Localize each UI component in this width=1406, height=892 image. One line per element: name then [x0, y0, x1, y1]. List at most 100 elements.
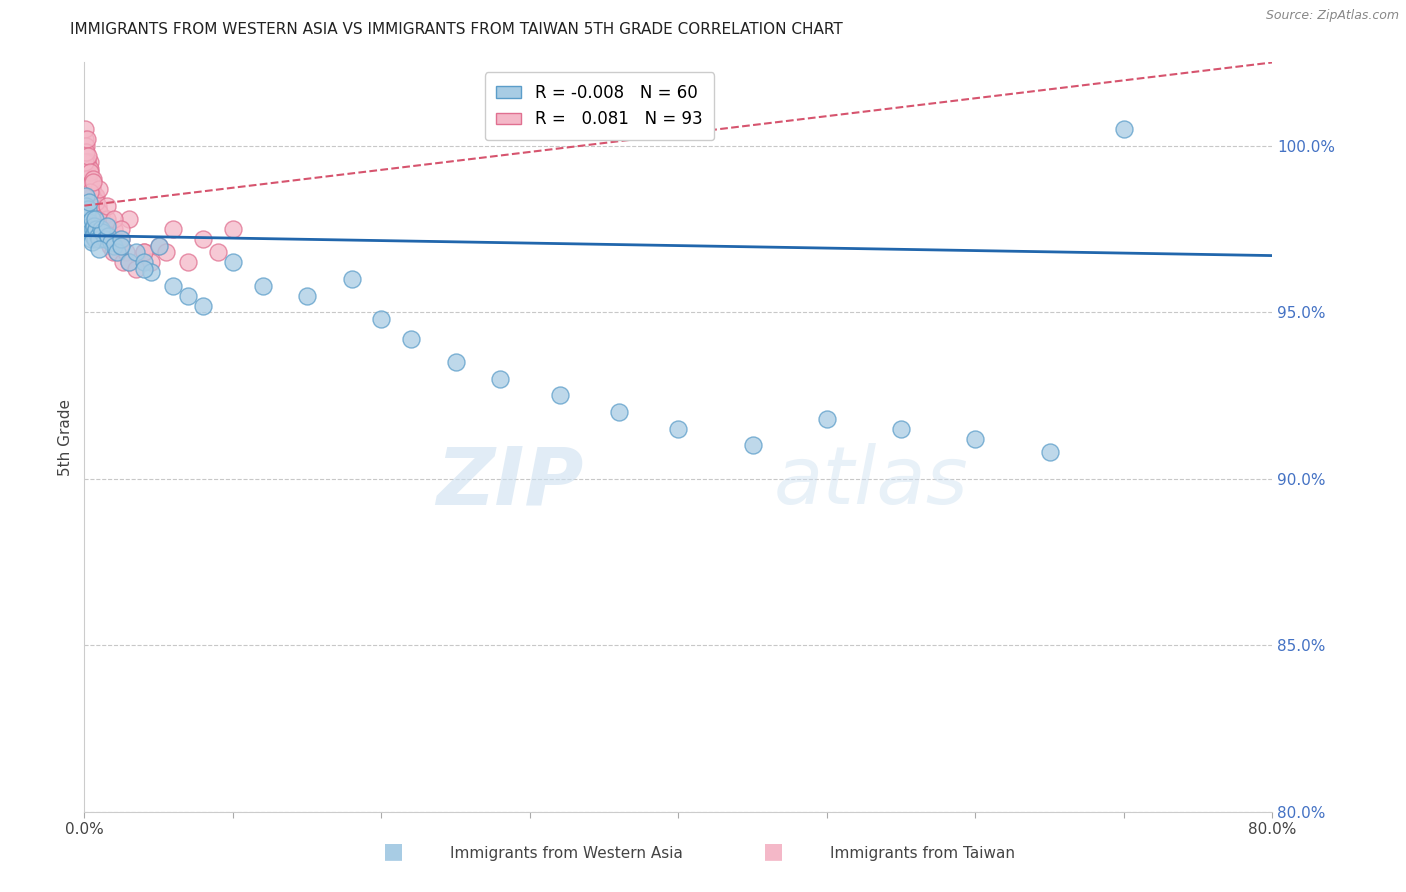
Legend: R = -0.008   N = 60, R =   0.081   N = 93: R = -0.008 N = 60, R = 0.081 N = 93 — [485, 72, 714, 140]
Point — [141, 265, 163, 279]
Point — [132, 245, 155, 260]
Point — [75, 199, 97, 213]
Point — [1112, 122, 1135, 136]
Point — [79, 219, 101, 233]
Point — [76, 178, 98, 193]
Point — [75, 145, 97, 160]
Point — [79, 165, 101, 179]
Point — [148, 238, 170, 252]
Point — [75, 155, 97, 169]
Point — [79, 161, 101, 176]
Point — [82, 228, 104, 243]
Point — [340, 272, 363, 286]
Point — [77, 161, 100, 176]
Text: ZIP: ZIP — [436, 443, 583, 521]
Point — [77, 202, 100, 216]
Point — [87, 199, 110, 213]
Point — [207, 245, 229, 260]
Point — [444, 355, 467, 369]
Point — [76, 222, 98, 236]
Text: Immigrants from Taiwan: Immigrants from Taiwan — [830, 846, 1015, 861]
Point — [83, 211, 105, 226]
Point — [73, 132, 96, 146]
Point — [75, 211, 97, 226]
Point — [75, 188, 97, 202]
Point — [76, 178, 98, 193]
Point — [75, 161, 97, 176]
Point — [162, 278, 184, 293]
Point — [87, 222, 110, 236]
Point — [91, 228, 114, 243]
Point — [83, 211, 105, 226]
Point — [80, 235, 103, 250]
Point — [96, 219, 118, 233]
Point — [115, 245, 138, 260]
Text: ■: ■ — [763, 841, 783, 861]
Point — [84, 188, 107, 202]
Point — [75, 155, 97, 169]
Point — [76, 172, 98, 186]
Point — [118, 255, 141, 269]
Point — [177, 288, 200, 302]
Point — [80, 232, 103, 246]
Point — [141, 255, 163, 269]
Point — [118, 211, 141, 226]
Point — [399, 332, 422, 346]
Point — [80, 182, 103, 196]
Text: Source: ZipAtlas.com: Source: ZipAtlas.com — [1265, 9, 1399, 22]
Point — [79, 188, 101, 202]
Point — [105, 245, 128, 260]
Point — [111, 255, 134, 269]
Point — [87, 211, 110, 226]
Point — [177, 255, 200, 269]
Point — [80, 172, 103, 186]
Text: ■: ■ — [384, 841, 404, 861]
Point — [82, 222, 104, 236]
Point — [90, 222, 112, 236]
Point — [295, 288, 318, 302]
Point — [1039, 445, 1062, 459]
Point — [77, 215, 100, 229]
Point — [89, 232, 111, 246]
Point — [96, 232, 118, 246]
Point — [90, 222, 112, 236]
Point — [83, 211, 105, 226]
Point — [79, 199, 101, 213]
Point — [148, 238, 170, 252]
Point — [741, 438, 763, 452]
Point — [82, 195, 104, 210]
Point — [89, 205, 111, 219]
Point — [75, 149, 97, 163]
Point — [252, 278, 274, 293]
Point — [79, 225, 101, 239]
Point — [94, 232, 117, 246]
Point — [890, 422, 912, 436]
Point — [103, 238, 125, 252]
Point — [110, 222, 132, 236]
Point — [79, 155, 101, 169]
Point — [97, 222, 120, 236]
Point — [77, 178, 100, 193]
Text: IMMIGRANTS FROM WESTERN ASIA VS IMMIGRANTS FROM TAIWAN 5TH GRADE CORRELATION CHA: IMMIGRANTS FROM WESTERN ASIA VS IMMIGRAN… — [70, 22, 844, 37]
Point — [103, 232, 125, 246]
Point — [132, 245, 155, 260]
Point — [125, 245, 148, 260]
Point — [965, 432, 987, 446]
Point — [118, 255, 141, 269]
Point — [84, 219, 107, 233]
Point — [489, 372, 512, 386]
Point — [110, 232, 132, 246]
Point — [84, 188, 107, 202]
Point — [162, 222, 184, 236]
Point — [607, 405, 630, 419]
Point — [76, 132, 98, 146]
Point — [105, 245, 128, 260]
Point — [77, 182, 100, 196]
Point — [370, 311, 392, 326]
Point — [91, 211, 114, 226]
Point — [89, 182, 111, 196]
Point — [79, 186, 101, 200]
Point — [96, 211, 118, 226]
Point — [548, 388, 571, 402]
Point — [86, 222, 108, 236]
